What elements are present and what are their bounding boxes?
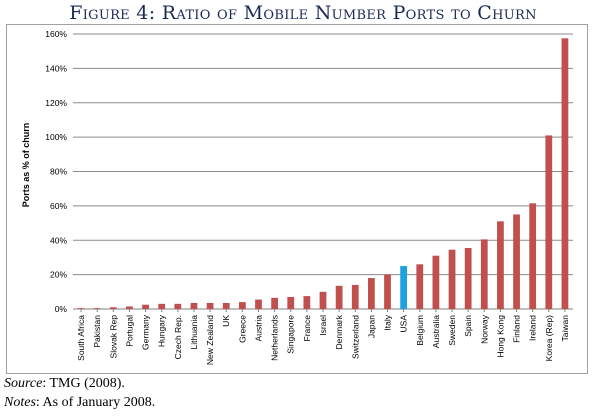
x-tick-label: New Zealand: [205, 315, 215, 365]
bar-chart: 0% 20% 40% 60% 80% 100% 120% 140% 160% South Afr…: [21, 29, 573, 365]
bar-australia: [432, 255, 440, 309]
bar-korea-rep: [545, 135, 553, 309]
notes-label: Notes: [4, 395, 36, 410]
x-tick-label: Hungary: [157, 314, 167, 347]
x-axis-ticks: South Africa Pakistan Slovak Rep Portugal Ge…: [76, 309, 570, 365]
x-tick-label: Norway: [479, 314, 489, 344]
bar-finland: [513, 214, 520, 309]
bar-usa: [400, 266, 408, 309]
x-tick-label: Korea (Rep): [544, 315, 554, 361]
x-tick-label: Czech Rep.: [173, 315, 183, 359]
bar-singapore: [287, 296, 295, 309]
bar-netherlands: [271, 297, 278, 309]
bar-germany: [142, 304, 149, 309]
bar-hungary: [158, 303, 166, 309]
x-tick-label: Finland: [512, 315, 522, 343]
bar-czech-rep: [174, 303, 182, 309]
x-tick-label: USA: [399, 315, 409, 333]
y-tick-label: 120%: [45, 98, 67, 108]
x-tick-label: Pakistan: [92, 315, 102, 348]
bar-uk: [222, 302, 230, 309]
source-text: : TMG (2008).: [42, 376, 125, 391]
y-tick-label: 100%: [45, 132, 67, 142]
bar-norway: [480, 239, 488, 309]
bar-ireland: [529, 203, 537, 309]
x-tick-label: France: [302, 315, 312, 342]
bar-israel: [319, 291, 327, 309]
bar-switzerland: [351, 284, 359, 309]
bar-greece: [238, 302, 246, 310]
source-label: Source: [4, 376, 43, 391]
bar-belgium: [416, 264, 424, 309]
gridlines: [73, 33, 573, 310]
x-tick-label: Switzerland: [350, 315, 360, 359]
x-tick-label: South Africa: [76, 315, 86, 361]
x-tick-label: Austria: [253, 315, 263, 342]
bar-lithuania: [190, 302, 198, 309]
x-tick-label: Singapore: [286, 315, 296, 354]
x-tick-label: Ireland: [528, 315, 538, 341]
bar-portugal: [126, 306, 133, 309]
y-tick-label: 20%: [50, 270, 67, 280]
notes-text: : As of January 2008.: [35, 395, 156, 410]
chart-frame: 0% 20% 40% 60% 80% 100% 120% 140% 160% South Afr…: [6, 24, 588, 374]
x-tick-label: Israel: [318, 315, 328, 336]
y-axis-title: Ports as % of churn: [21, 123, 31, 208]
figure-title: Figure 4: Ratio of Mobile Number Ports t…: [69, 2, 537, 24]
x-tick-label: Greece: [237, 315, 247, 343]
x-tick-label: Taiwan: [560, 315, 570, 342]
bar-spain: [464, 247, 472, 309]
bar-hong-kong: [497, 221, 504, 309]
bars: [77, 38, 569, 310]
bar-japan: [368, 278, 375, 309]
bar-austria: [255, 299, 262, 309]
x-tick-label: Hong Kong: [495, 315, 505, 358]
y-tick-label: 80%: [50, 167, 67, 177]
x-tick-label: Australia: [431, 315, 441, 348]
notes-line: Notes: As of January 2008.: [4, 395, 155, 411]
x-tick-label: Slovak Rep: [108, 315, 118, 359]
x-tick-label: Sweden: [447, 315, 457, 346]
x-tick-label: Netherlands: [270, 315, 280, 361]
x-tick-label: Japan: [366, 315, 376, 338]
x-tick-label: Spain: [463, 315, 473, 337]
y-tick-label: 140%: [45, 63, 67, 73]
y-tick-label: 40%: [50, 235, 67, 245]
x-tick-label: Italy: [383, 314, 393, 330]
bar-france: [303, 296, 311, 309]
y-tick-label: 0%: [55, 304, 68, 314]
y-tick-label: 160%: [45, 29, 67, 39]
x-tick-label: Belgium: [415, 315, 425, 346]
x-tick-label: UK: [221, 315, 231, 327]
x-tick-label: Denmark: [334, 314, 344, 349]
bar-south-africa: [77, 308, 85, 309]
source-line: Source: TMG (2008).: [4, 376, 125, 392]
y-axis-ticks: 0% 20% 40% 60% 80% 100% 120% 140% 160%: [45, 29, 67, 314]
x-tick-label: Portugal: [124, 315, 134, 347]
x-tick-label: Germany: [141, 314, 151, 350]
bar-slovak-rep: [109, 307, 117, 309]
x-tick-label: Lithuania: [189, 315, 199, 350]
bar-denmark: [335, 285, 343, 309]
bar-new-zealand: [206, 302, 214, 309]
bar-italy: [384, 274, 391, 310]
bar-pakistan: [93, 308, 101, 309]
bar-sweden: [448, 249, 456, 309]
bar-taiwan: [561, 38, 569, 310]
y-tick-label: 60%: [50, 201, 67, 211]
